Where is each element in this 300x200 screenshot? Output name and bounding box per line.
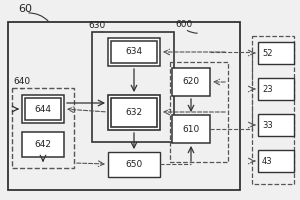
Text: 620: 620 (182, 77, 200, 86)
Bar (172, 115, 210, 143)
Bar (111, 98, 157, 127)
Bar (258, 78, 294, 100)
Bar (252, 36, 294, 184)
Bar (108, 95, 160, 130)
Bar (172, 68, 210, 96)
Text: 634: 634 (125, 47, 142, 56)
Bar (258, 114, 294, 136)
Bar (22, 95, 64, 123)
Text: 640: 640 (13, 77, 30, 86)
Bar (92, 32, 174, 142)
Bar (8, 22, 240, 190)
Text: 644: 644 (34, 104, 52, 114)
Bar (108, 38, 160, 66)
Text: 632: 632 (125, 108, 142, 117)
Text: 650: 650 (125, 160, 142, 169)
Text: 610: 610 (182, 124, 200, 134)
Bar (22, 132, 64, 157)
Bar (12, 88, 74, 168)
Text: 52: 52 (262, 48, 272, 58)
Text: 60: 60 (18, 4, 32, 14)
Text: 600: 600 (175, 20, 192, 29)
Bar (25, 98, 61, 120)
Bar (258, 42, 294, 64)
Text: 642: 642 (34, 140, 52, 149)
Bar (258, 150, 294, 172)
Text: 23: 23 (262, 84, 273, 94)
Text: 43: 43 (262, 156, 273, 166)
Bar (108, 152, 160, 177)
Bar (170, 62, 228, 162)
Text: 630: 630 (88, 21, 105, 30)
Bar (111, 41, 157, 63)
Text: 33: 33 (262, 120, 273, 130)
